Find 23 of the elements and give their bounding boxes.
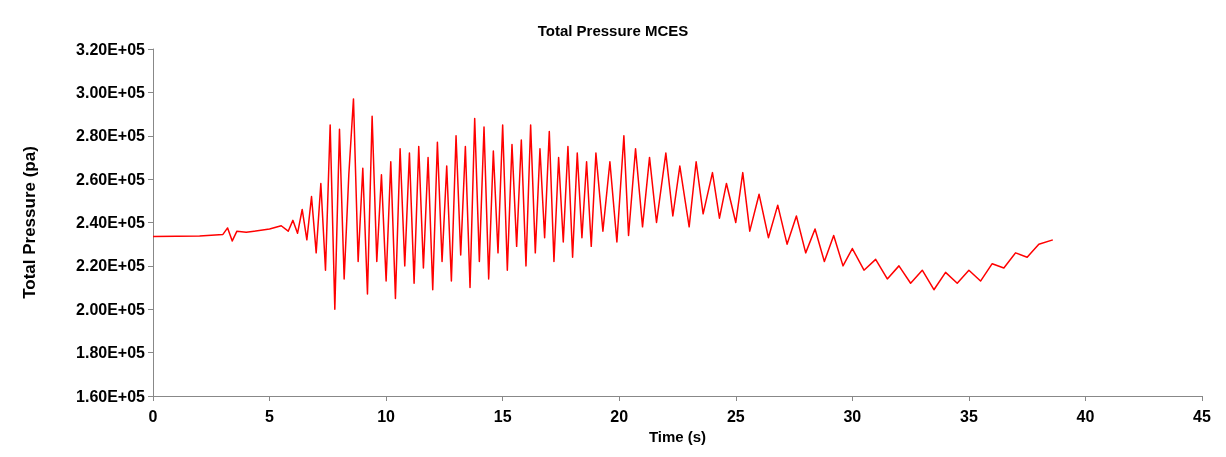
y-tick-label: 1.60E+05 xyxy=(76,387,146,405)
chart-title: Total Pressure MCES xyxy=(537,22,689,39)
y-tick-label: 2.20E+05 xyxy=(76,257,146,275)
y-tick-label: 3.00E+05 xyxy=(76,83,146,101)
x-axis-title: Time (s) xyxy=(648,427,707,445)
y-tick-label: 1.80E+05 xyxy=(76,344,146,362)
x-tick-label: 35 xyxy=(959,407,978,425)
x-tick-label: 45 xyxy=(1193,407,1211,425)
y-tick-label: 2.00E+05 xyxy=(76,300,146,318)
y-tick-label: 3.20E+05 xyxy=(76,40,146,58)
x-tick-label: 5 xyxy=(265,407,275,425)
x-tick-label: 30 xyxy=(843,407,862,425)
y-axis-title: Total Pressure (pa) xyxy=(20,146,39,299)
x-tick-label: 10 xyxy=(377,407,396,425)
x-tick-label: 20 xyxy=(610,407,629,425)
y-tick-label: 2.40E+05 xyxy=(76,214,146,231)
x-tick-label: 25 xyxy=(726,407,745,425)
x-tick-label: 0 xyxy=(148,407,158,425)
x-tick-label: 15 xyxy=(493,407,512,425)
y-tick-label: 2.80E+05 xyxy=(76,127,146,145)
x-tick-label: 40 xyxy=(1076,407,1095,425)
line-series xyxy=(152,98,1054,310)
y-tick-label: 2.60E+05 xyxy=(76,170,146,188)
